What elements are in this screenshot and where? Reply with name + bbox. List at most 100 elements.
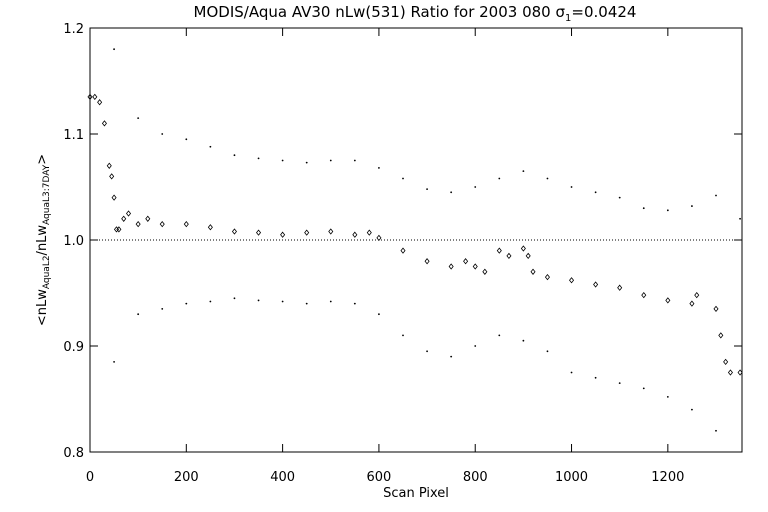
- envelope-point: [161, 308, 164, 310]
- envelope-point: [642, 207, 645, 210]
- mean-ratio-point: [496, 247, 502, 254]
- mean-ratio-point: [506, 252, 512, 260]
- envelope-point: [522, 339, 525, 342]
- mean-ratio-point: [482, 268, 488, 275]
- mean-ratio-layer: [87, 93, 743, 376]
- mean-ratio-point: [109, 173, 115, 180]
- x-tick-label: 0: [86, 470, 94, 485]
- envelope-point: [329, 300, 332, 303]
- mean-ratio-point: [424, 258, 430, 265]
- mean-ratio-point: [689, 300, 695, 307]
- chart-title-main: MODIS/Aqua AV30 nLw(531) Ratio for 2003 …: [194, 3, 551, 21]
- mean-ratio-point: [617, 284, 623, 291]
- mean-ratio-point: [159, 220, 165, 228]
- envelope-point: [378, 167, 380, 169]
- envelope-point: [618, 382, 621, 384]
- x-tick-label: 600: [367, 470, 392, 485]
- mean-ratio-point: [544, 273, 550, 281]
- y-tick-label: 1.0: [63, 234, 84, 249]
- y-tick-label: 1.1: [63, 128, 84, 143]
- envelope-point: [305, 302, 308, 305]
- envelope-point: [329, 159, 332, 162]
- mean-ratio-point: [569, 277, 575, 284]
- y-tick-label: 0.8: [63, 446, 84, 461]
- envelope-point: [546, 350, 549, 353]
- x-tick-label: 1000: [555, 470, 588, 485]
- envelope-point: [522, 170, 525, 173]
- mean-ratio-point: [713, 305, 719, 313]
- mean-ratio-point: [92, 93, 98, 101]
- envelope-point: [474, 345, 477, 347]
- envelope-point: [185, 302, 188, 305]
- x-tick-label: 400: [270, 470, 295, 485]
- mean-ratio-point: [97, 99, 103, 106]
- chart-title-sigma: σ: [556, 3, 566, 21]
- envelope-point: [281, 300, 284, 303]
- envelope-point: [233, 154, 236, 157]
- envelope-point: [594, 376, 597, 379]
- mean-ratio-point: [463, 258, 469, 265]
- mean-ratio-point: [376, 234, 382, 242]
- envelope-layer: [113, 48, 741, 432]
- mean-ratio-point: [101, 120, 107, 127]
- envelope-point: [402, 334, 404, 337]
- envelope-point: [402, 177, 404, 180]
- envelope-point: [666, 209, 669, 212]
- mean-ratio-point: [694, 291, 700, 299]
- envelope-point: [474, 186, 477, 188]
- mean-ratio-point: [106, 162, 112, 169]
- y-axis-label: <nLwAquaL2/nLwAquaL3:7DAY>: [35, 154, 52, 326]
- envelope-point: [281, 159, 284, 162]
- envelope-point: [137, 117, 140, 119]
- mean-ratio-point: [737, 369, 743, 376]
- mean-ratio-point: [126, 210, 132, 217]
- y-tick-label: 0.9: [63, 340, 84, 355]
- envelope-point: [546, 177, 549, 180]
- envelope-point: [739, 217, 741, 220]
- mean-ratio-point: [400, 247, 406, 254]
- envelope-point: [691, 408, 693, 411]
- mean-ratio-point: [723, 358, 729, 366]
- y-axis-label-open: <nLw: [35, 289, 50, 326]
- y-tick-label: 1.2: [63, 22, 84, 37]
- envelope-point: [450, 355, 453, 358]
- envelope-point: [618, 196, 621, 199]
- envelope-point: [353, 302, 356, 305]
- envelope-point: [113, 361, 115, 363]
- mean-ratio-point: [116, 226, 122, 233]
- envelope-point: [715, 194, 717, 197]
- mean-ratio-point: [593, 281, 599, 288]
- x-axis-ticks: 0 200 400 600 800 1000 1200: [86, 28, 684, 485]
- envelope-point: [305, 161, 308, 164]
- envelope-point: [378, 313, 380, 316]
- envelope-point: [642, 387, 645, 390]
- mean-ratio-point: [256, 229, 262, 236]
- mean-ratio-point: [352, 231, 358, 238]
- envelope-point: [137, 313, 140, 316]
- envelope-point: [570, 186, 573, 188]
- envelope-point: [691, 205, 693, 207]
- mean-ratio-point: [121, 215, 127, 222]
- mean-ratio-point: [525, 252, 531, 260]
- envelope-point: [113, 48, 115, 51]
- mean-ratio-point: [304, 229, 310, 236]
- envelope-point: [426, 188, 428, 191]
- mean-ratio-point: [448, 263, 454, 270]
- mean-ratio-point: [135, 220, 141, 228]
- envelope-point: [257, 157, 260, 160]
- envelope-point: [570, 371, 573, 374]
- x-tick-label: 200: [174, 470, 199, 485]
- x-tick-label: 800: [463, 470, 488, 485]
- envelope-point: [498, 334, 501, 337]
- envelope-point: [233, 297, 236, 300]
- envelope-point: [257, 299, 260, 302]
- mean-ratio-point: [727, 369, 733, 376]
- mean-ratio-point: [231, 228, 237, 235]
- envelope-point: [666, 395, 669, 398]
- mean-ratio-point: [530, 268, 536, 275]
- mean-ratio-point: [472, 263, 478, 270]
- y-axis-label-close: >: [35, 154, 50, 165]
- mean-ratio-point: [366, 229, 372, 236]
